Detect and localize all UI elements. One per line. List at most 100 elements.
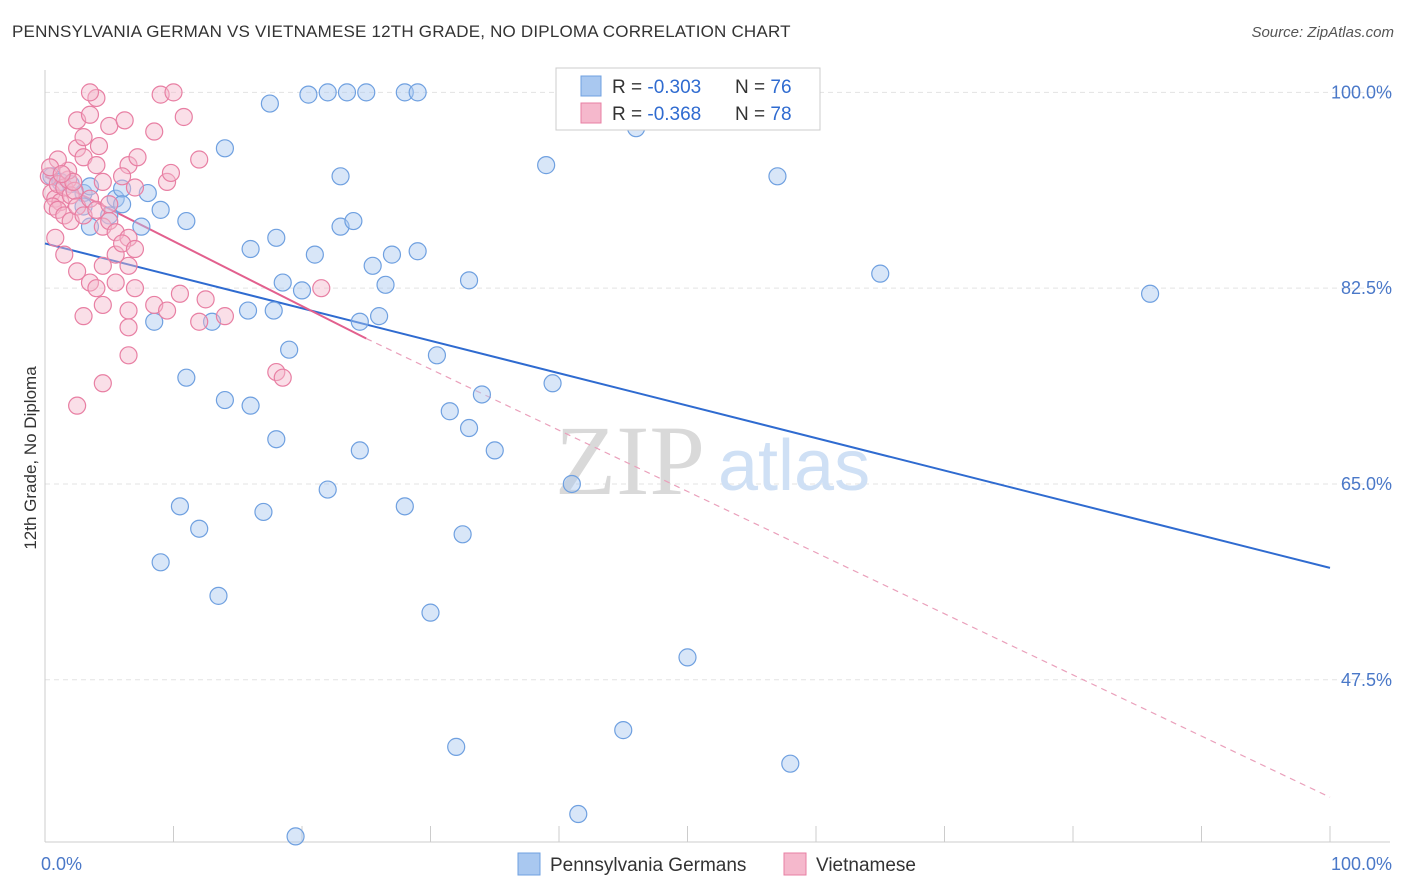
point-vietnamese-38 [93,172,112,191]
point-pennsylvania-german-53 [215,390,234,410]
point-vietnamese-53 [125,279,145,298]
point-pennsylvania-german-21 [299,85,318,104]
point-pennsylvania-german-62 [170,497,190,516]
legend-n-label-pink: N = [735,104,770,125]
point-vietnamese-32 [89,136,109,156]
point-vietnamese-23 [80,105,100,124]
point-vietnamese-44 [68,262,87,281]
point-pennsylvania-german-44 [280,340,299,359]
legend-swatch-pink [580,102,602,124]
top-legend: R = -0.303 N = 76 R = -0.368 N = 78 [555,67,821,131]
point-vietnamese-42 [46,228,65,247]
point-vietnamese-71 [48,150,67,169]
point-vietnamese-41 [125,178,145,197]
point-vietnamese-61 [196,290,215,309]
point-vietnamese-20 [68,139,87,158]
point-pennsylvania-german-50 [440,402,459,421]
legend-row-blue: R = -0.303 [612,77,701,98]
point-vietnamese-46 [93,256,112,275]
watermark: ZIP atlas [555,405,870,516]
point-vietnamese-25 [100,116,119,136]
point-pennsylvania-german-34 [871,264,890,283]
point-pennsylvania-german-25 [331,167,350,186]
trend-lines [44,175,1331,798]
point-pennsylvania-german-33 [768,167,787,186]
point-vietnamese-64 [215,307,234,326]
legend-r-label-pink: R = [612,104,647,125]
legend-n-row-blue: N = 76 [735,77,792,98]
point-pennsylvania-german-56 [350,441,369,460]
watermark-zip: ZIP [555,405,705,516]
point-vietnamese-76 [174,107,193,127]
point-pennsylvania-german-64 [453,525,472,544]
point-vietnamese-66 [119,346,138,365]
legend-r-label-blue: R = [612,77,647,98]
point-vietnamese-77 [115,111,134,130]
point-pennsylvania-german-11 [241,239,260,259]
point-pennsylvania-german-15 [260,94,279,113]
point-vietnamese-54 [87,279,106,298]
point-vietnamese-40 [112,167,132,186]
point-pennsylvania-german-45 [350,312,369,331]
point-vietnamese-47 [106,245,125,264]
legend-swatch-blue [580,75,602,97]
point-pennsylvania-german-26 [344,211,363,231]
point-pennsylvania-german-75 [1140,284,1160,303]
point-vietnamese-56 [119,301,138,320]
bottom-legend-swatch-blue [517,852,541,876]
legend-n-blue: 76 [770,77,791,98]
point-pennsylvania-german-67 [209,586,228,605]
point-pennsylvania-german-35 [132,217,151,236]
point-vietnamese-43 [55,245,74,264]
point-vietnamese-29 [145,122,164,141]
point-pennsylvania-german-73 [569,804,588,824]
trend-line-vietnamese-dashed [365,337,1331,798]
point-pennsylvania-german-61 [254,502,273,522]
point-pennsylvania-german-24 [537,156,556,175]
point-pennsylvania-german-19 [395,83,414,102]
tick-labels: 100.0% 82.5% 65.0% 47.5% 0.0% 100.0% [41,82,1392,874]
point-pennsylvania-german-54 [241,396,260,415]
bottom-legend-swatch-pink [783,852,807,876]
point-vietnamese-65 [312,279,331,298]
point-vietnamese-69 [93,374,112,393]
point-pennsylvania-german-28 [408,242,427,261]
bottom-legend-label-pink: Vietnamese [816,855,916,876]
point-pennsylvania-german-42 [238,301,258,320]
point-pennsylvania-german-8 [151,200,170,219]
point-pennsylvania-german-13 [305,245,324,264]
point-vietnamese-28 [164,83,183,102]
point-pennsylvania-german-55 [267,430,286,449]
point-pennsylvania-german-48 [427,346,447,365]
point-vietnamese-21 [74,128,93,147]
point-pennsylvania-german-47 [363,256,382,275]
legend-n-pink: 78 [770,104,791,125]
trend-line-vietnamese [44,175,367,340]
point-vietnamese-72 [41,158,60,177]
point-pennsylvania-german-27 [382,245,402,264]
point-pennsylvania-german-22 [408,83,427,102]
point-vietnamese-73 [52,164,71,184]
point-pennsylvania-german-74 [286,827,305,846]
point-vietnamese-70 [68,396,87,415]
point-pennsylvania-german-69 [678,648,697,667]
point-pennsylvania-german-68 [421,603,440,622]
point-vietnamese-31 [87,156,106,175]
point-pennsylvania-german-29 [273,273,292,292]
point-pennsylvania-german-17 [337,83,357,102]
bottom-legend-label-blue: Pennsylvania Germans [550,855,746,876]
y-tick-label-0: 100.0% [1331,82,1392,102]
point-pennsylvania-german-12 [267,228,286,247]
point-pennsylvania-german-46 [370,307,389,326]
point-vietnamese-60 [170,284,190,303]
point-vietnamese-62 [157,301,177,320]
point-pennsylvania-german-37 [80,217,100,236]
point-pennsylvania-german-16 [318,83,337,102]
point-pennsylvania-german-51 [543,374,562,393]
point-vietnamese-37 [190,150,209,169]
trend-line-pennsylvania-german [44,242,1331,569]
point-vietnamese-58 [119,318,138,337]
legend-row-pink: R = -0.368 [612,104,701,125]
point-pennsylvania-german-57 [485,441,504,460]
